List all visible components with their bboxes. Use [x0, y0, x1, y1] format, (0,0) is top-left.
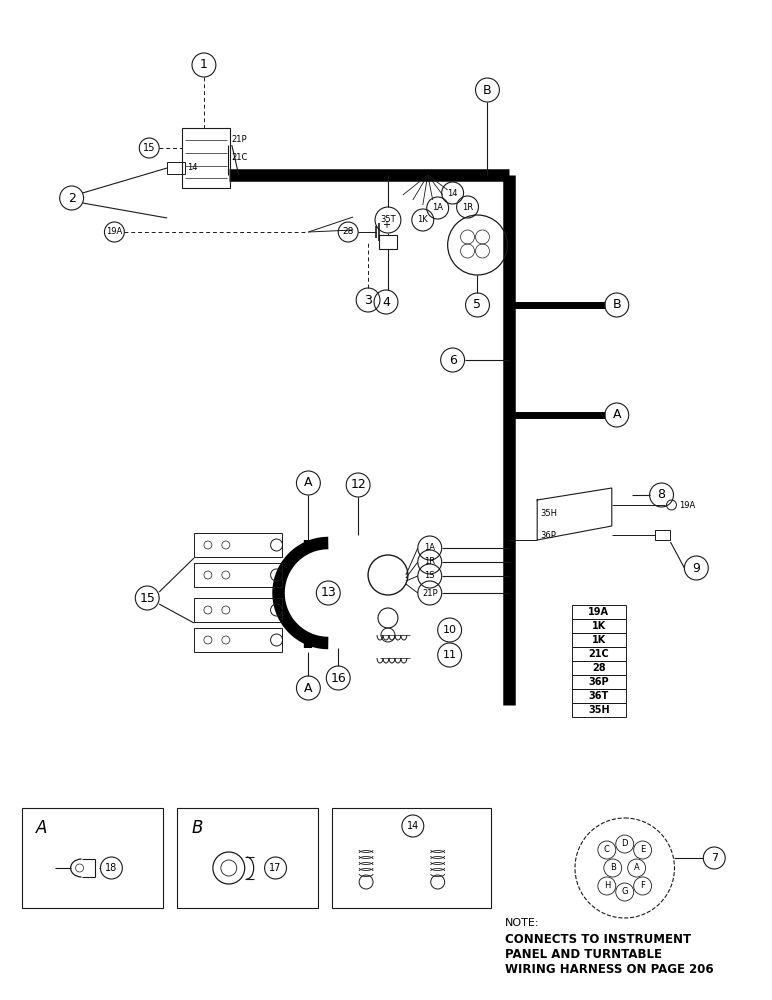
Bar	[572, 605, 626, 619]
Bar	[572, 647, 626, 661]
Text: G: G	[621, 888, 628, 896]
Text: 6: 6	[449, 354, 456, 366]
Text: 1S: 1S	[425, 572, 435, 580]
Text: 14: 14	[448, 188, 458, 198]
Bar	[572, 689, 626, 703]
Bar	[572, 619, 626, 633]
Text: 1K: 1K	[591, 621, 606, 631]
Text: 2: 2	[68, 192, 76, 205]
Text: E: E	[640, 846, 645, 854]
Text: 1K: 1K	[418, 216, 428, 225]
Text: B: B	[612, 298, 621, 312]
Text: 35T: 35T	[380, 216, 396, 225]
Text: A: A	[634, 863, 639, 872]
Text: 17: 17	[269, 863, 282, 873]
Bar	[177, 808, 318, 908]
Text: 5: 5	[473, 298, 482, 312]
Text: NOTE:: NOTE:	[506, 918, 540, 928]
Text: H: H	[604, 882, 610, 890]
Text: 12: 12	[350, 479, 366, 491]
Bar	[194, 563, 282, 587]
Text: 1: 1	[200, 58, 208, 72]
Text: 3: 3	[364, 294, 372, 306]
Text: 19A: 19A	[107, 228, 123, 236]
Text: 4: 4	[382, 296, 390, 308]
Text: 1R: 1R	[424, 558, 435, 566]
Text: 35H: 35H	[540, 508, 557, 518]
Text: A: A	[304, 682, 313, 694]
Text: 7: 7	[711, 853, 718, 863]
Text: CONNECTS TO INSTRUMENT
PANEL AND TURNTABLE
WIRING HARNESS ON PAGE 206: CONNECTS TO INSTRUMENT PANEL AND TURNTAB…	[506, 933, 714, 976]
Text: 14: 14	[187, 163, 198, 172]
Text: 8: 8	[658, 488, 665, 502]
Text: 19A: 19A	[588, 607, 609, 617]
Text: 14: 14	[407, 821, 419, 831]
Text: F: F	[640, 882, 645, 890]
Bar	[379, 235, 397, 249]
Text: 19A: 19A	[679, 500, 696, 510]
Text: 1R: 1R	[462, 202, 473, 212]
Text: 36P: 36P	[588, 677, 609, 687]
Text: 21C: 21C	[588, 649, 609, 659]
Bar	[22, 808, 163, 908]
Text: 21C: 21C	[232, 153, 248, 162]
Text: 36P: 36P	[540, 530, 556, 540]
Text: 1A: 1A	[425, 544, 435, 552]
Text: 28: 28	[592, 663, 606, 673]
Text: 10: 10	[442, 625, 457, 635]
Bar	[572, 661, 626, 675]
Bar	[182, 128, 230, 188]
Bar	[572, 633, 626, 647]
Bar	[167, 162, 185, 174]
Bar	[194, 628, 282, 652]
Text: 36T: 36T	[589, 691, 609, 701]
Text: 1K: 1K	[591, 635, 606, 645]
Text: 11: 11	[442, 650, 457, 660]
Bar	[655, 530, 671, 540]
Text: 9: 9	[692, 562, 700, 574]
Text: 13: 13	[320, 586, 336, 599]
Text: +: +	[382, 220, 390, 230]
Bar	[572, 703, 626, 717]
Text: 1A: 1A	[432, 204, 443, 213]
Text: 15: 15	[139, 591, 155, 604]
Text: B: B	[483, 84, 492, 97]
Text: A: A	[36, 819, 47, 837]
Text: B: B	[610, 863, 616, 872]
Text: D: D	[621, 840, 628, 848]
Bar	[572, 675, 626, 689]
Text: 35H: 35H	[588, 705, 610, 715]
Text: C: C	[604, 846, 610, 854]
Text: 16: 16	[330, 672, 346, 684]
Bar	[194, 533, 282, 557]
Text: 18: 18	[105, 863, 117, 873]
Text: A: A	[612, 408, 621, 422]
Bar	[194, 598, 282, 622]
Text: B: B	[191, 819, 203, 837]
Text: 28: 28	[343, 228, 354, 236]
Text: A: A	[304, 477, 313, 489]
Text: 21P: 21P	[232, 135, 247, 144]
Text: 21P: 21P	[422, 588, 438, 597]
Text: 15: 15	[143, 143, 155, 153]
Bar	[332, 808, 492, 908]
